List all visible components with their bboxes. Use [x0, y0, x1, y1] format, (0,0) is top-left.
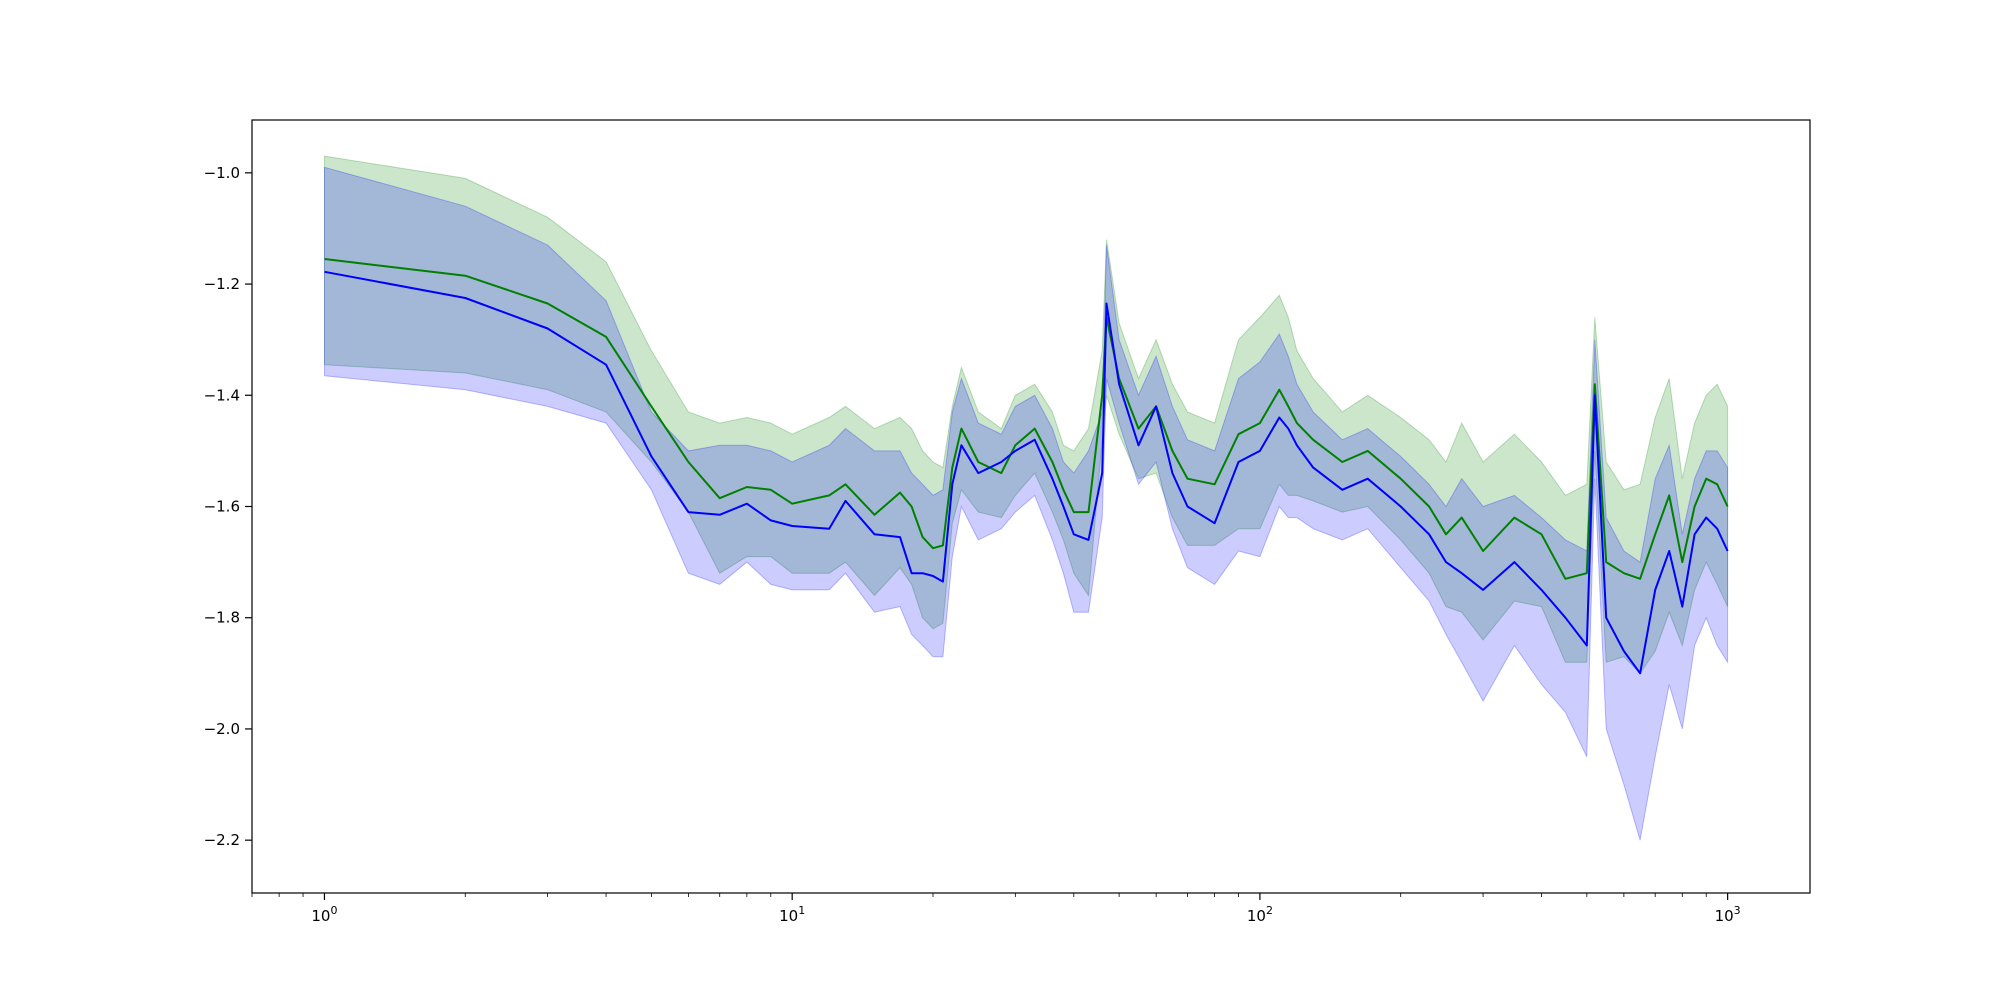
y-tick-label: −2.0	[204, 720, 240, 738]
y-axis: −1.0 −1.2 −1.4 −1.6 −1.8 −2.0 −2.2	[204, 164, 252, 849]
x-axis: 100 101 102 103	[251, 893, 1741, 925]
series-0-band	[324, 155, 1729, 675]
y-tick-label: −1.8	[204, 609, 240, 627]
y-tick-label: −2.2	[204, 831, 240, 849]
x-tick-label: 103	[1715, 904, 1741, 925]
y-tick-label: −1.2	[204, 275, 240, 293]
confidence-bands	[324, 155, 1729, 841]
series-0-line	[324, 258, 1729, 580]
series-lines	[324, 258, 1729, 675]
x-tick-label: 100	[311, 904, 337, 925]
series-1-line	[324, 270, 1729, 675]
series-1-band	[324, 166, 1729, 841]
y-tick-label: −1.0	[204, 164, 240, 182]
x-tick-label: 102	[1247, 904, 1273, 925]
y-tick-label: −1.6	[204, 498, 240, 516]
x-tick-label: 101	[779, 904, 805, 925]
y-tick-label: −1.4	[204, 386, 240, 404]
